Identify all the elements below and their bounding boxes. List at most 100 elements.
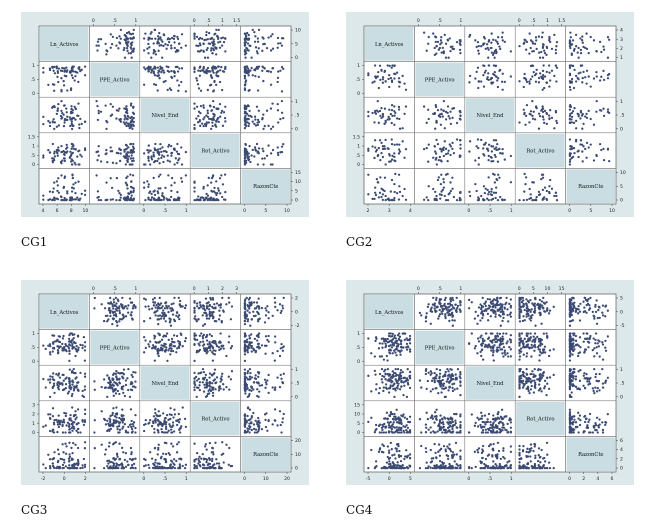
scatter-point	[245, 118, 249, 121]
scatter-point	[197, 318, 200, 321]
scatter-point	[542, 348, 545, 351]
scatter-point	[99, 198, 103, 202]
scatter-point	[77, 80, 80, 84]
scatter-point	[545, 70, 548, 74]
scatter-point	[168, 87, 172, 90]
scatter-point	[51, 341, 55, 344]
scatter-point	[440, 150, 443, 153]
scatter-point	[442, 148, 445, 152]
scatter-point	[170, 154, 173, 157]
scatter-point	[147, 151, 150, 154]
scatter-point	[468, 33, 472, 36]
scatter-point	[243, 388, 247, 391]
scatter-point	[269, 49, 273, 52]
scatter-point	[501, 352, 504, 355]
scatter-point	[570, 118, 573, 121]
scatter-point	[503, 80, 506, 84]
scatter-point	[248, 375, 252, 378]
scatter-point	[261, 49, 264, 52]
scatter-point	[132, 304, 135, 308]
scatter-point	[124, 305, 128, 308]
scatter-point	[130, 56, 133, 59]
scatter-point	[53, 150, 56, 153]
scatter-point	[205, 48, 208, 52]
scatter-point	[257, 311, 260, 315]
scatter-point	[449, 110, 452, 113]
scatter-point	[175, 419, 179, 423]
scatter-point	[494, 306, 497, 309]
scatter-point	[524, 48, 528, 51]
scatter-point	[132, 105, 135, 109]
tick-label: 3	[235, 286, 238, 292]
scatter-point	[508, 302, 511, 306]
scatter-point	[583, 296, 587, 300]
tick-label: 0	[518, 18, 521, 24]
scatter-point	[147, 52, 150, 55]
scatter-point	[47, 413, 50, 416]
scatter-point	[222, 388, 225, 391]
scatter-point	[592, 314, 595, 317]
scatter-point	[385, 354, 389, 358]
scatter-point	[212, 349, 215, 352]
scatter-point	[572, 146, 576, 150]
scatter-point	[606, 56, 610, 59]
scatter-point	[78, 66, 81, 69]
scatter-point	[115, 413, 118, 416]
scatter-point	[487, 72, 490, 75]
scatter-point	[494, 64, 498, 67]
scatter-point	[71, 176, 75, 180]
scatter-point	[446, 310, 450, 314]
scatter-point	[83, 463, 87, 466]
scatter-point	[602, 48, 606, 51]
scatter-point	[220, 109, 224, 113]
scatter-point	[71, 379, 74, 382]
scatter-point	[193, 334, 196, 337]
scatter-point	[157, 71, 160, 74]
scatter-point	[371, 197, 374, 201]
scatter-point	[125, 153, 128, 157]
scatter-point	[243, 379, 247, 382]
scatter-point	[602, 158, 606, 162]
scatter-point	[172, 37, 176, 41]
scatter-point	[211, 68, 214, 72]
scatter-point	[489, 193, 492, 196]
scatter-point	[267, 311, 270, 314]
scatter-point	[108, 441, 111, 444]
tick-label: 3	[388, 208, 391, 214]
scatter-point	[61, 337, 65, 340]
scatter-point	[177, 421, 181, 424]
scatter-point	[129, 423, 132, 426]
scatter-point	[165, 460, 168, 464]
scatter-point	[149, 317, 152, 320]
scatter-point	[572, 86, 576, 90]
scatter-point	[264, 314, 268, 317]
scatter-point	[211, 312, 214, 316]
scatter-point	[245, 385, 248, 388]
scatter-point	[271, 33, 274, 36]
scatter-point	[530, 316, 533, 320]
scatter-point	[118, 119, 122, 122]
scatter-point	[158, 44, 161, 47]
scatter-point	[206, 194, 210, 197]
scatter-point	[254, 377, 258, 381]
scatter-point	[127, 146, 130, 149]
scatter-point	[537, 76, 541, 80]
scatter-point	[279, 423, 282, 427]
scatter-point	[109, 177, 112, 180]
scatter-point	[384, 339, 388, 342]
scatter-point	[571, 296, 574, 300]
scatter-point	[72, 187, 75, 190]
scatter-point	[48, 198, 52, 201]
scatter-point	[53, 127, 56, 131]
tick-label: .5	[295, 113, 299, 119]
scatter-point	[250, 302, 253, 305]
scatter-point	[205, 378, 209, 382]
scatter-point	[568, 138, 572, 141]
scatter-point	[276, 376, 279, 379]
scatter-point	[263, 321, 267, 324]
scatter-point	[93, 431, 96, 434]
scatter-point	[492, 139, 496, 142]
scatter-point	[480, 306, 483, 310]
scatter-point	[115, 305, 118, 308]
scatter-point	[161, 347, 164, 350]
